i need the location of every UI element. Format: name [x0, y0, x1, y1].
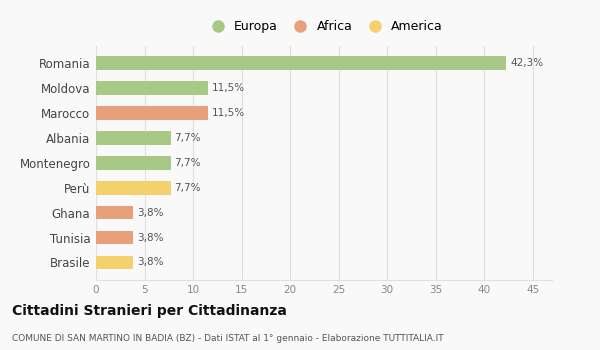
Text: 3,8%: 3,8% — [137, 258, 163, 267]
Bar — [96, 256, 133, 270]
Bar — [96, 106, 208, 120]
Text: 7,7%: 7,7% — [175, 158, 201, 168]
Text: 11,5%: 11,5% — [211, 108, 245, 118]
Text: COMUNE DI SAN MARTINO IN BADIA (BZ) - Dati ISTAT al 1° gennaio - Elaborazione TU: COMUNE DI SAN MARTINO IN BADIA (BZ) - Da… — [12, 334, 443, 343]
Bar — [96, 131, 171, 145]
Text: 3,8%: 3,8% — [137, 232, 163, 243]
Bar — [96, 231, 133, 244]
Text: 42,3%: 42,3% — [510, 58, 544, 68]
Text: 7,7%: 7,7% — [175, 183, 201, 193]
Bar — [96, 206, 133, 219]
Text: 11,5%: 11,5% — [211, 83, 245, 93]
Bar — [96, 81, 208, 95]
Text: Cittadini Stranieri per Cittadinanza: Cittadini Stranieri per Cittadinanza — [12, 304, 287, 318]
Text: 7,7%: 7,7% — [175, 133, 201, 143]
Text: 3,8%: 3,8% — [137, 208, 163, 218]
Bar — [96, 181, 171, 195]
Legend: Europa, Africa, America: Europa, Africa, America — [202, 16, 446, 37]
Bar — [96, 156, 171, 170]
Bar — [96, 56, 506, 70]
